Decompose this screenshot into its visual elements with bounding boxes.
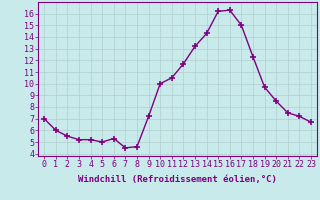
X-axis label: Windchill (Refroidissement éolien,°C): Windchill (Refroidissement éolien,°C) <box>78 175 277 184</box>
